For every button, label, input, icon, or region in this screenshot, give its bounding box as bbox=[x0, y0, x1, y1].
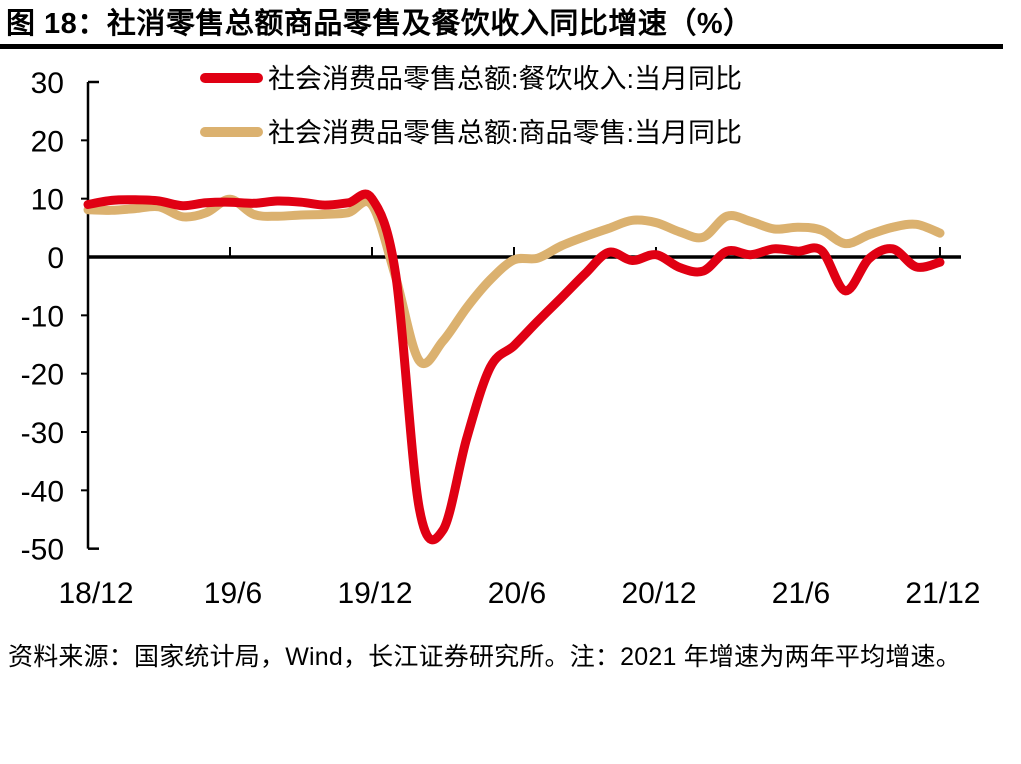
source-note: 资料来源：国家统计局，Wind，长江证券研究所。注：2021 年增速为两年平均增… bbox=[8, 643, 961, 671]
x-tick-label: 19/6 bbox=[204, 577, 262, 610]
y-tick-label: -50 bbox=[21, 534, 64, 567]
y-tick-label: 10 bbox=[31, 184, 64, 217]
x-tick-label: 20/12 bbox=[621, 577, 696, 610]
legend-label-restaurant: 社会消费品零售总额:餐饮收入:当月同比 bbox=[268, 64, 742, 94]
title-divider bbox=[0, 44, 1003, 49]
y-tick-label: 30 bbox=[31, 67, 64, 100]
x-tick-label: 21/12 bbox=[905, 577, 980, 610]
legend-label-goods: 社会消费品零售总额:商品零售:当月同比 bbox=[268, 118, 742, 148]
x-tick-label: 21/6 bbox=[772, 577, 830, 610]
y-tick-label: 20 bbox=[31, 125, 64, 158]
x-tick-label: 19/12 bbox=[337, 577, 412, 610]
figure-panel: 图 18：社消零售总额商品零售及餐饮收入同比增速（%） 社会消费品零售总额:餐饮… bbox=[0, 8, 1021, 671]
series-line-restaurant bbox=[83, 189, 945, 545]
y-tick-label: -10 bbox=[21, 300, 64, 333]
y-tick-label: -30 bbox=[21, 417, 64, 450]
figure-title: 图 18：社消零售总额商品零售及餐饮收入同比增速（%） bbox=[6, 8, 753, 40]
y-tick-label: 0 bbox=[47, 242, 64, 275]
series-line-goods bbox=[83, 194, 945, 368]
y-tick-label: -40 bbox=[21, 475, 64, 508]
legend-swatch-restaurant bbox=[200, 73, 263, 83]
legend-swatch-goods bbox=[200, 127, 263, 137]
x-tick-label: 18/12 bbox=[58, 577, 133, 610]
x-tick-label: 20/6 bbox=[488, 577, 546, 610]
chart-area: 社会消费品零售总额:餐饮收入:当月同比 社会消费品零售总额:商品零售:当月同比 30… bbox=[0, 49, 1021, 619]
y-tick-label: -20 bbox=[21, 359, 64, 392]
